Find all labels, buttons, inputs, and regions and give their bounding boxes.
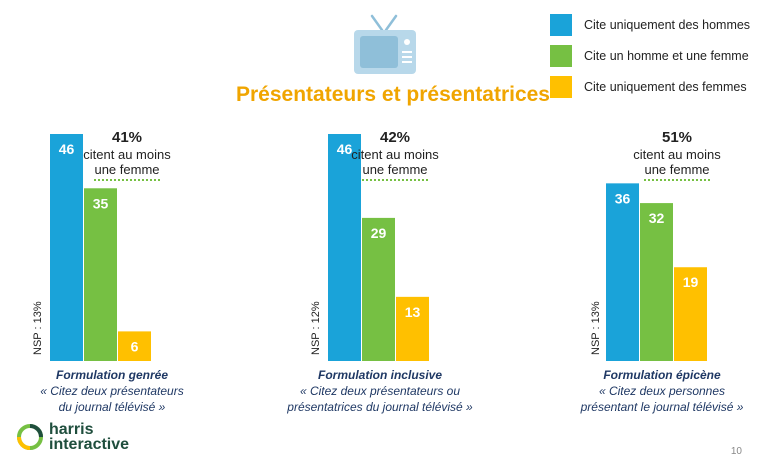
bar-label-epicene-femmes: 19 xyxy=(683,274,699,290)
pct-value: 42% xyxy=(379,129,411,146)
legend-swatch-femmes xyxy=(550,76,572,98)
bar-label-genree-mixte: 35 xyxy=(93,195,109,211)
pct-line2: une femme xyxy=(362,162,428,181)
logo-line1: harris xyxy=(49,421,94,438)
nsp-label-inclusive: NSP : 12% xyxy=(310,301,322,355)
legend: Cite uniquement des hommes Cite un homme… xyxy=(550,12,750,105)
chart-title: Présentateurs et présentatrices xyxy=(236,83,550,106)
bar-label-epicene-mixte: 32 xyxy=(649,210,665,226)
bar-label-inclusive-mixte: 29 xyxy=(371,225,387,241)
bar-label-inclusive-hommes: 46 xyxy=(337,141,353,157)
legend-label-mixte: Cite un homme et une femme xyxy=(584,49,749,63)
nsp-label-genree: NSP : 13% xyxy=(32,301,44,355)
legend-label-femmes: Cite uniquement des femmes xyxy=(584,80,747,94)
tv-icon xyxy=(350,12,420,81)
caption-line2: présentant le journal télévisé » xyxy=(580,400,744,414)
bar-inclusive-mixte xyxy=(362,217,395,361)
logo-text: harris interactive xyxy=(49,421,130,453)
bar-genree-mixte xyxy=(84,188,117,361)
bar-inclusive-femmes xyxy=(396,296,429,361)
caption-genree: Formulation genrée « Citez deux présenta… xyxy=(2,367,222,415)
caption-line2: du journal télévisé » xyxy=(58,400,166,414)
logo-line2: interactive xyxy=(49,436,130,453)
legend-label-hommes: Cite uniquement des hommes xyxy=(584,18,751,32)
bar-epicene-femmes xyxy=(674,267,707,361)
pct-line2: une femme xyxy=(94,162,160,181)
bar-genree-hommes xyxy=(50,134,83,361)
legend-swatch-mixte xyxy=(550,45,572,67)
pct-line2: une femme xyxy=(644,162,710,181)
caption-heading: Formulation inclusive xyxy=(317,368,443,382)
bar-epicene-mixte xyxy=(640,203,673,361)
logo-mark-icon xyxy=(17,424,43,450)
page-number: 10 xyxy=(730,446,742,457)
bar-label-epicene-hommes: 36 xyxy=(615,190,631,206)
caption-epicene: Formulation épicène « Citez deux personn… xyxy=(552,367,770,415)
caption-heading: Formulation genrée xyxy=(55,368,168,382)
caption-heading: Formulation épicène xyxy=(603,368,721,382)
pct-line1: citent au moins xyxy=(351,147,439,162)
caption-line1: « Citez deux présentateurs ou xyxy=(299,384,461,398)
pct-annotation-inclusive: 42% citent au moins une femme xyxy=(340,129,450,181)
caption-line1: « Citez deux personnes xyxy=(598,384,726,398)
legend-swatch-hommes xyxy=(550,14,572,36)
pct-value: 51% xyxy=(661,129,693,146)
bar-label-genree-femmes: 6 xyxy=(131,338,139,354)
caption-line2: présentatrices du journal télévisé » xyxy=(287,400,473,414)
harris-interactive-logo: harris interactive xyxy=(17,421,130,453)
legend-item-femmes: Cite uniquement des femmes xyxy=(550,74,750,100)
pct-line1: citent au moins xyxy=(83,147,171,162)
nsp-label-epicene: NSP : 13% xyxy=(590,301,602,355)
bar-epicene-hommes xyxy=(606,183,639,361)
bar-inclusive-hommes xyxy=(328,134,361,361)
bar-label-genree-hommes: 46 xyxy=(59,141,75,157)
pct-annotation-epicene: 51% citent au moins une femme xyxy=(622,129,732,181)
legend-item-hommes: Cite uniquement des hommes xyxy=(550,12,750,38)
pct-annotation-genree: 41% citent au moins une femme xyxy=(72,129,182,181)
pct-value: 41% xyxy=(111,129,143,146)
caption-line1: « Citez deux présentateurs xyxy=(40,384,184,398)
bar-label-inclusive-femmes: 13 xyxy=(405,304,421,320)
legend-item-mixte: Cite un homme et une femme xyxy=(550,43,750,69)
bar-genree-femmes xyxy=(118,331,151,361)
pct-line1: citent au moins xyxy=(633,147,721,162)
caption-inclusive: Formulation inclusive « Citez deux prése… xyxy=(270,367,490,415)
